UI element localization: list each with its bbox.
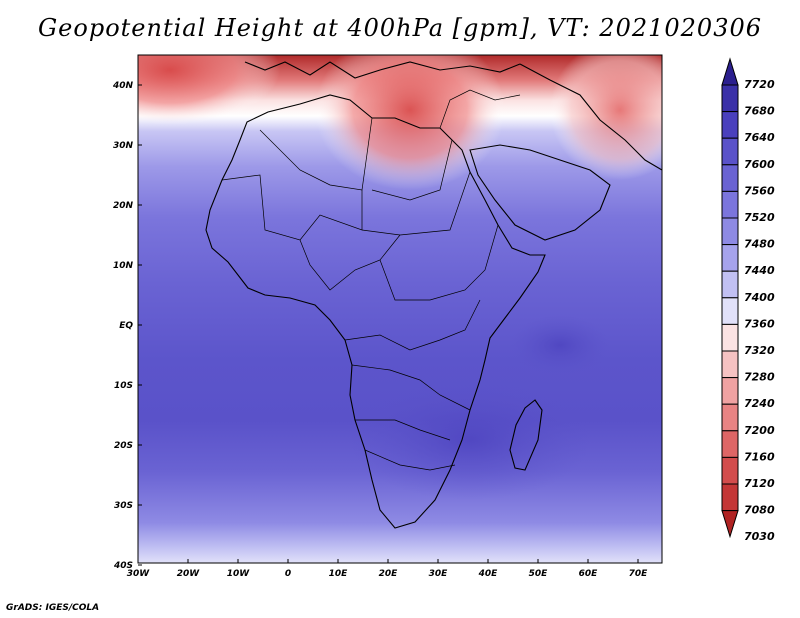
country-borders	[221, 89, 521, 471]
colorbar-swatch	[721, 84, 739, 113]
ridge-east	[550, 55, 662, 180]
lat-tick-label: EQ	[119, 321, 133, 331]
lon-tick-label: 60E	[579, 569, 599, 579]
colorbar-label: 7200	[744, 424, 775, 437]
arabia-coastline	[469, 144, 611, 241]
colorbar-swatch	[721, 244, 739, 272]
colorbar-label: 7030	[744, 530, 775, 543]
lat-tick-label: 30N	[113, 141, 134, 151]
lon-tick-label: 20W	[177, 569, 201, 579]
ridge-northwest	[138, 55, 280, 125]
colorbar: 7720 7680 7640 7600 7560 7520 7480 7440 7400 7360…	[721, 57, 775, 543]
plot-frame	[137, 54, 663, 564]
lon-tick-label: 40E	[478, 569, 499, 579]
colorbar-swatch	[721, 323, 739, 352]
lat-tick-label: 30S	[114, 501, 133, 511]
lon-tick-label: 10E	[329, 569, 349, 579]
map-title: Geopotential Height at 400hPa [gpm], VT:…	[38, 14, 762, 42]
colorbar-top-arrow	[721, 57, 739, 86]
map-figure: 30W 20W 10W 0 10E 20E 30E 40E 50E 60E 70E 40N 30N 20N…	[112, 54, 775, 579]
colorbar-swatch	[721, 430, 739, 458]
colorbar-label: 7120	[744, 477, 775, 490]
colorbar-swatch	[721, 483, 739, 512]
colorbar-swatch	[721, 190, 739, 219]
colorbar-label: 7320	[744, 344, 775, 357]
coastlines	[205, 61, 662, 529]
lat-tick-label: 40S	[113, 561, 133, 571]
grads-credit: GrADS: IGES/COLA	[6, 603, 100, 613]
colorbar-swatch	[721, 270, 739, 299]
colorbar-label: 7520	[744, 211, 775, 224]
colorbar-label: 7440	[744, 264, 775, 277]
colorbar-swatch	[721, 137, 739, 166]
colorbar-swatch	[721, 217, 739, 246]
asia-coastline	[519, 63, 662, 171]
colorbar-label: 7600	[744, 158, 775, 171]
lat-tick-label: 40N	[112, 81, 134, 91]
colorbar-label: 7560	[744, 184, 775, 197]
colorbar-label: 7480	[744, 238, 775, 251]
colorbar-swatch	[721, 350, 739, 379]
colorbar-bottom-arrow	[721, 510, 739, 539]
colorbar-label: 7160	[744, 450, 775, 463]
lon-tick-label: 30W	[127, 569, 151, 579]
lat-tick-label: 10N	[113, 261, 134, 271]
madagascar-coastline	[509, 399, 543, 471]
africa-coastline	[205, 94, 546, 529]
lat-tick-label: 20S	[114, 441, 133, 451]
ridge-mediterranean	[315, 55, 505, 190]
lon-tick-label: 70E	[629, 569, 649, 579]
lon-tick-label: 10W	[227, 569, 251, 579]
lon-tick-label: 0	[285, 569, 291, 579]
colorbar-label: 7360	[744, 317, 775, 330]
colorbar-label: 7720	[744, 78, 775, 91]
colorbar-label: 7640	[744, 131, 775, 144]
lat-tick-label: 20N	[113, 201, 134, 211]
europe-coastline	[244, 61, 521, 79]
lon-tick-label: 30E	[429, 569, 449, 579]
lat-tick-label: 10S	[114, 381, 133, 391]
colorbar-swatch	[721, 164, 739, 192]
low-indian-ocean	[510, 315, 610, 375]
colorbar-swatch	[721, 377, 739, 405]
colorbar-swatch	[721, 456, 739, 485]
colorbar-swatch	[721, 403, 739, 432]
colorbar-label: 7680	[744, 105, 775, 118]
lon-tick-label: 20E	[379, 569, 399, 579]
colorbar-swatch	[721, 111, 739, 139]
colorbar-swatch	[721, 297, 739, 325]
colorbar-label: 7280	[744, 371, 775, 384]
colorbar-label: 7240	[744, 397, 775, 410]
low-south-africa	[350, 380, 590, 500]
colorbar-label: 7400	[744, 291, 775, 304]
axis-ticks: 30W 20W 10W 0 10E 20E 30E 40E 50E 60E 70E 40N 30N 20N…	[112, 81, 648, 579]
lon-tick-label: 50E	[529, 569, 549, 579]
colorbar-label: 7080	[744, 504, 775, 517]
